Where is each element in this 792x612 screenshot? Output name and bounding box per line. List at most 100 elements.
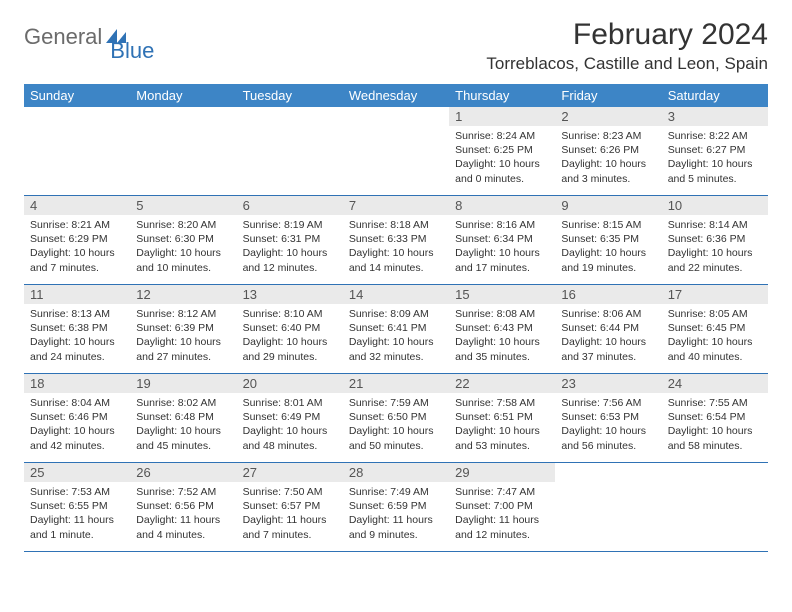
daylight-text: Daylight: 10 hours and 37 minutes.	[561, 335, 655, 363]
sunset-text: Sunset: 6:43 PM	[455, 321, 549, 335]
day-details: Sunrise: 7:58 AMSunset: 6:51 PMDaylight:…	[449, 393, 555, 457]
sunset-text: Sunset: 6:55 PM	[30, 499, 124, 513]
day-number: 7	[343, 196, 449, 215]
daylight-text: Daylight: 10 hours and 27 minutes.	[136, 335, 230, 363]
day-details: Sunrise: 8:06 AMSunset: 6:44 PMDaylight:…	[555, 304, 661, 368]
day-details: Sunrise: 8:15 AMSunset: 6:35 PMDaylight:…	[555, 215, 661, 279]
day-number: 1	[449, 107, 555, 126]
weeks-container: 1Sunrise: 8:24 AMSunset: 6:25 PMDaylight…	[24, 107, 768, 552]
day-details: Sunrise: 7:53 AMSunset: 6:55 PMDaylight:…	[24, 482, 130, 546]
day-details: Sunrise: 8:09 AMSunset: 6:41 PMDaylight:…	[343, 304, 449, 368]
day-details: Sunrise: 8:10 AMSunset: 6:40 PMDaylight:…	[237, 304, 343, 368]
calendar-cell	[130, 107, 236, 195]
calendar-cell: 29Sunrise: 7:47 AMSunset: 7:00 PMDayligh…	[449, 463, 555, 551]
sunset-text: Sunset: 6:44 PM	[561, 321, 655, 335]
day-number: 22	[449, 374, 555, 393]
sunset-text: Sunset: 6:53 PM	[561, 410, 655, 424]
day-details: Sunrise: 8:05 AMSunset: 6:45 PMDaylight:…	[662, 304, 768, 368]
calendar-cell: 3Sunrise: 8:22 AMSunset: 6:27 PMDaylight…	[662, 107, 768, 195]
sunset-text: Sunset: 6:29 PM	[30, 232, 124, 246]
sunset-text: Sunset: 6:49 PM	[243, 410, 337, 424]
sunset-text: Sunset: 6:35 PM	[561, 232, 655, 246]
daylight-text: Daylight: 10 hours and 14 minutes.	[349, 246, 443, 274]
day-number: 19	[130, 374, 236, 393]
sunrise-text: Sunrise: 8:10 AM	[243, 307, 337, 321]
day-number: 12	[130, 285, 236, 304]
calendar-cell: 16Sunrise: 8:06 AMSunset: 6:44 PMDayligh…	[555, 285, 661, 373]
calendar-cell: 1Sunrise: 8:24 AMSunset: 6:25 PMDaylight…	[449, 107, 555, 195]
day-header-sun: Sunday	[24, 84, 130, 107]
sunrise-text: Sunrise: 8:05 AM	[668, 307, 762, 321]
sunrise-text: Sunrise: 7:56 AM	[561, 396, 655, 410]
sunrise-text: Sunrise: 7:49 AM	[349, 485, 443, 499]
daylight-text: Daylight: 11 hours and 1 minute.	[30, 513, 124, 541]
week-row: 4Sunrise: 8:21 AMSunset: 6:29 PMDaylight…	[24, 196, 768, 285]
logo: General Blue	[24, 18, 174, 50]
sunset-text: Sunset: 7:00 PM	[455, 499, 549, 513]
day-details: Sunrise: 7:55 AMSunset: 6:54 PMDaylight:…	[662, 393, 768, 457]
day-header-sat: Saturday	[662, 84, 768, 107]
sunrise-text: Sunrise: 8:09 AM	[349, 307, 443, 321]
calendar-cell: 9Sunrise: 8:15 AMSunset: 6:35 PMDaylight…	[555, 196, 661, 284]
sunset-text: Sunset: 6:46 PM	[30, 410, 124, 424]
day-details: Sunrise: 8:14 AMSunset: 6:36 PMDaylight:…	[662, 215, 768, 279]
daylight-text: Daylight: 11 hours and 9 minutes.	[349, 513, 443, 541]
sunset-text: Sunset: 6:39 PM	[136, 321, 230, 335]
sunrise-text: Sunrise: 8:16 AM	[455, 218, 549, 232]
calendar-cell: 11 Sunrise: 8:13 AMSunset: 6:38 PMDayligh…	[24, 285, 130, 373]
calendar-cell: 12Sunrise: 8:12 AMSunset: 6:39 PMDayligh…	[130, 285, 236, 373]
day-number: 15	[449, 285, 555, 304]
sunset-text: Sunset: 6:50 PM	[349, 410, 443, 424]
sunset-text: Sunset: 6:30 PM	[136, 232, 230, 246]
day-header-mon: Monday	[130, 84, 236, 107]
calendar-cell: 7Sunrise: 8:18 AMSunset: 6:33 PMDaylight…	[343, 196, 449, 284]
calendar-cell: 20Sunrise: 8:01 AMSunset: 6:49 PMDayligh…	[237, 374, 343, 462]
daylight-text: Daylight: 10 hours and 3 minutes.	[561, 157, 655, 185]
day-number	[237, 107, 343, 111]
daylight-text: Daylight: 10 hours and 7 minutes.	[30, 246, 124, 274]
day-details: Sunrise: 7:50 AMSunset: 6:57 PMDaylight:…	[237, 482, 343, 546]
sunrise-text: Sunrise: 8:13 AM	[30, 307, 124, 321]
sunrise-text: Sunrise: 8:04 AM	[30, 396, 124, 410]
day-number: 20	[237, 374, 343, 393]
header: General Blue February 2024 Torreblacos, …	[24, 18, 768, 74]
day-number	[130, 107, 236, 111]
day-number: 26	[130, 463, 236, 482]
calendar-cell	[24, 107, 130, 195]
sunrise-text: Sunrise: 8:08 AM	[455, 307, 549, 321]
week-row: 18Sunrise: 8:04 AMSunset: 6:46 PMDayligh…	[24, 374, 768, 463]
calendar-cell: 19Sunrise: 8:02 AMSunset: 6:48 PMDayligh…	[130, 374, 236, 462]
day-number: 11	[24, 285, 130, 304]
calendar-cell	[555, 463, 661, 551]
day-number: 27	[237, 463, 343, 482]
sunset-text: Sunset: 6:27 PM	[668, 143, 762, 157]
sunset-text: Sunset: 6:38 PM	[30, 321, 124, 335]
week-row: 11Sunrise: 8:13 AMSunset: 6:38 PMDayligh…	[24, 285, 768, 374]
sunrise-text: Sunrise: 8:21 AM	[30, 218, 124, 232]
day-details: Sunrise: 7:47 AMSunset: 7:00 PMDaylight:…	[449, 482, 555, 546]
day-details: Sunrise: 8:16 AMSunset: 6:34 PMDaylight:…	[449, 215, 555, 279]
calendar-cell: 18Sunrise: 8:04 AMSunset: 6:46 PMDayligh…	[24, 374, 130, 462]
day-details: Sunrise: 7:59 AMSunset: 6:50 PMDaylight:…	[343, 393, 449, 457]
sunrise-text: Sunrise: 8:14 AM	[668, 218, 762, 232]
sunset-text: Sunset: 6:40 PM	[243, 321, 337, 335]
sunrise-text: Sunrise: 7:53 AM	[30, 485, 124, 499]
sunrise-text: Sunrise: 8:20 AM	[136, 218, 230, 232]
calendar-cell: 4Sunrise: 8:21 AMSunset: 6:29 PMDaylight…	[24, 196, 130, 284]
sunrise-text: Sunrise: 8:06 AM	[561, 307, 655, 321]
daylight-text: Daylight: 10 hours and 24 minutes.	[30, 335, 124, 363]
day-number: 16	[555, 285, 661, 304]
day-number: 24	[662, 374, 768, 393]
daylight-text: Daylight: 10 hours and 40 minutes.	[668, 335, 762, 363]
day-details: Sunrise: 8:08 AMSunset: 6:43 PMDaylight:…	[449, 304, 555, 368]
calendar-cell: 15Sunrise: 8:08 AMSunset: 6:43 PMDayligh…	[449, 285, 555, 373]
daylight-text: Daylight: 10 hours and 17 minutes.	[455, 246, 549, 274]
logo-text-blue: Blue	[110, 38, 154, 64]
day-number: 25	[24, 463, 130, 482]
day-number: 3	[662, 107, 768, 126]
sunrise-text: Sunrise: 7:47 AM	[455, 485, 549, 499]
day-details: Sunrise: 8:01 AMSunset: 6:49 PMDaylight:…	[237, 393, 343, 457]
sunrise-text: Sunrise: 8:22 AM	[668, 129, 762, 143]
calendar-cell: 2Sunrise: 8:23 AMSunset: 6:26 PMDaylight…	[555, 107, 661, 195]
day-details: Sunrise: 8:24 AMSunset: 6:25 PMDaylight:…	[449, 126, 555, 190]
